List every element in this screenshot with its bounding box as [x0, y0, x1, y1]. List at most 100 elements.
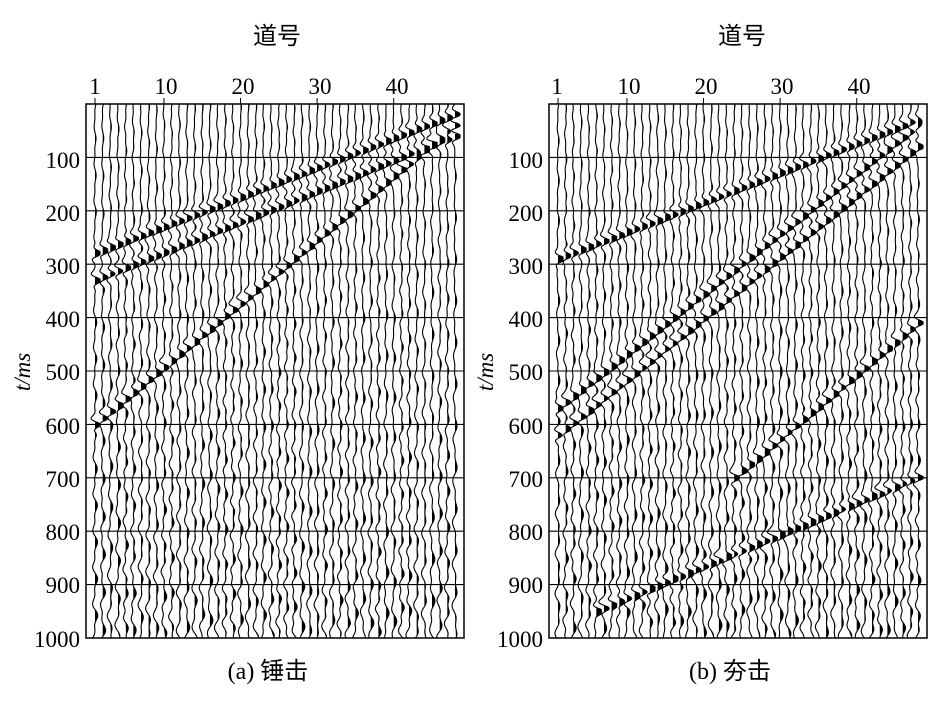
panel-a-y-ticks: 100 200 300 400 500 600 700 800 900 1000	[34, 148, 80, 652]
panel-b-trace-47-wiggle	[906, 104, 917, 639]
panel-b-trace-25-wiggle	[736, 103, 748, 639]
panel-a-trace-45-wiggle	[426, 103, 438, 639]
panel-b-trace-41	[859, 103, 871, 639]
panel-a-trace-11	[167, 103, 178, 639]
panel-a-trace-12	[175, 104, 185, 639]
panel-b-trace-30-wiggle	[776, 104, 786, 639]
panel-b-trace-48-fill	[918, 104, 924, 634]
panel-a-trace-7	[137, 104, 147, 639]
panel-a-ytick-800: 800	[46, 520, 81, 545]
panel-a-x-ticks: 1 10 20 30 40	[89, 74, 408, 99]
panel-b-trace-25	[736, 103, 748, 639]
panel-a-trace-26-wiggle	[282, 104, 293, 639]
panel-a-trace-4	[114, 103, 124, 639]
panel-b-trace-27-wiggle	[752, 104, 763, 639]
panel-b-y-ticks: 100 200 300 400 500 600 700 800 900 1000	[497, 148, 543, 652]
panel-b-trace-22-wiggle	[713, 103, 725, 638]
panel-a-trace-31-wiggle	[320, 103, 331, 638]
panel-a-trace-9-fill	[156, 105, 162, 637]
panel-a-trace-31	[320, 103, 331, 638]
panel-b-trace-20-wiggle	[699, 103, 710, 639]
panel-a-trace-41-fill	[401, 115, 407, 638]
panel-a-trace-1	[90, 103, 101, 639]
panel-b-trace-2-wiggle	[561, 103, 572, 639]
panel-b-trace-23	[722, 103, 733, 639]
panel-b-trace-8	[607, 104, 618, 639]
panel-b-ytick-800: 800	[509, 520, 544, 545]
panel-a-trace-8-fill	[148, 104, 154, 638]
panel-a-trace-27-fill	[294, 104, 300, 638]
panel-a-trace-23	[260, 104, 270, 639]
panel-a-trace-16	[205, 104, 216, 639]
panel-b-trace-10-fill	[626, 130, 632, 620]
panel-b-trace-14-wiggle	[653, 103, 664, 639]
panel-b-trace-18	[684, 103, 694, 639]
panel-b-trace-16	[669, 103, 679, 639]
panel-a-trace-5	[121, 103, 132, 639]
panel-b-trace-32-fill	[795, 105, 801, 628]
panel-a-ytick-100: 100	[46, 148, 81, 173]
panel-a-trace-24	[267, 103, 277, 639]
panel-b-trace-10-wiggle	[622, 103, 633, 639]
panel-a-trace-16-wiggle	[205, 104, 216, 639]
panel-b-trace-10	[622, 103, 633, 639]
panel-b-trace-39	[844, 104, 855, 639]
panel-b-trace-46-wiggle	[897, 104, 909, 639]
panel-a-trace-15	[197, 103, 208, 639]
panel-b-trace-7	[598, 103, 610, 639]
panel-b-trace-17-wiggle	[677, 103, 687, 639]
panel-a-ytick-1000: 1000	[34, 627, 80, 652]
panel-a-trace-43	[413, 104, 423, 639]
panel-a-trace-17-wiggle	[213, 103, 224, 639]
panel-a-trace-14-wiggle	[191, 103, 201, 639]
panel-b-xtick-1: 1	[551, 74, 563, 99]
panel-b-trace-20-fill	[703, 113, 709, 639]
panel-b-trace-9-wiggle	[615, 104, 625, 639]
panel-a-trace-47-wiggle	[442, 103, 453, 639]
panel-b-trace-47	[906, 104, 917, 639]
panel-b-trace-19	[690, 103, 702, 638]
panel-b-trace-5	[583, 104, 595, 639]
panel-b-trace-29	[766, 104, 779, 639]
panel-a-trace-7-wiggle	[137, 104, 147, 639]
panel-b-trace-44	[882, 103, 893, 639]
panel-b-trace-48-wiggle	[912, 103, 924, 639]
panel-b-trace-4-wiggle	[577, 103, 587, 639]
panel-a-caption: (a) 锤击	[228, 658, 309, 685]
panel-b-tamping: 道号 1 10 20 30 40 100 200 300 400 500 600…	[473, 23, 928, 685]
panel-a-trace-22-wiggle	[251, 103, 262, 638]
panel-b-traces	[554, 103, 924, 639]
panel-b-xtick-40: 40	[848, 74, 871, 99]
panel-a-trace-1-wiggle	[90, 103, 101, 639]
panel-a-xtick-10: 10	[155, 74, 178, 99]
panel-b-trace-32	[790, 103, 802, 639]
panel-b-trace-46-fill	[902, 123, 908, 636]
panel-b-trace-4-fill	[581, 116, 587, 639]
panel-b-trace-6	[591, 103, 603, 639]
panel-b-trace-6-wiggle	[591, 103, 603, 639]
panel-b-trace-26	[744, 104, 756, 639]
panel-a-trace-9	[152, 103, 162, 639]
panel-b-trace-45-wiggle	[890, 104, 901, 639]
panel-a-plot-area	[85, 98, 465, 639]
panel-b-trace-36	[821, 104, 832, 639]
panel-b-trace-35	[814, 104, 825, 639]
panel-a-trace-25-wiggle	[275, 103, 285, 638]
panel-a-trace-36	[359, 104, 369, 639]
panel-a-trace-25-fill	[278, 104, 284, 638]
panel-b-xtick-20: 20	[695, 74, 718, 99]
panel-b-trace-34-wiggle	[806, 103, 817, 638]
panel-a-trace-14	[191, 103, 201, 639]
panel-b-trace-43-wiggle	[874, 103, 886, 639]
panel-a-trace-29-wiggle	[305, 103, 316, 639]
panel-b-trace-13-fill	[649, 122, 655, 638]
panel-b-trace-18-wiggle	[684, 103, 694, 639]
panel-b-trace-21-wiggle	[706, 103, 717, 639]
panel-b-ytick-400: 400	[509, 307, 544, 332]
panel-b-trace-14	[653, 103, 664, 639]
panel-b-trace-33-wiggle	[798, 103, 809, 639]
panel-b-trace-44-wiggle	[882, 103, 893, 639]
panel-b-trace-41-fill	[864, 116, 870, 624]
panel-b-trace-17	[677, 103, 687, 639]
panel-a-trace-21-wiggle	[243, 104, 254, 639]
